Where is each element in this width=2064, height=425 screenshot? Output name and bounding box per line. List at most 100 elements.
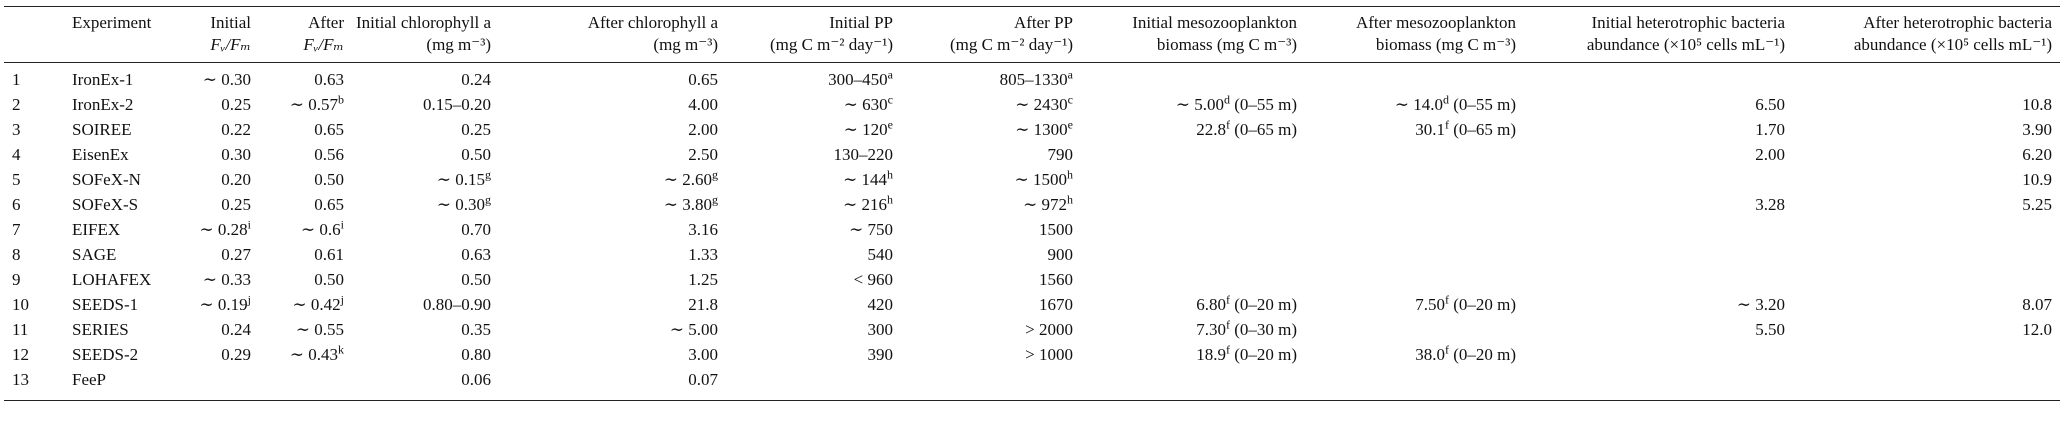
table-cell: 0.63 [461,245,491,264]
table-cell: 0.27 [221,245,251,264]
table-cell: ∼ 0.19j [194,292,259,317]
table-cell: SOFeX-N [72,170,141,189]
table-cell: ∼ 0.43k [259,342,352,367]
footnote-mark: d [1223,92,1230,107]
table-cell: 130–220 [833,145,894,164]
depth-range: (0–20 m) [1448,345,1516,364]
table-cell: 0.61 [314,245,344,264]
footnote-mark: g [485,192,491,207]
header-cell: After PP (mg C m⁻² day⁻¹) [901,7,1081,63]
table-cell: 420 [867,295,894,314]
table-cell: 0.35 [461,320,491,339]
table-cell: 0.25 [221,195,251,214]
header-cell: After heterotrophic bacteria abundance (×… [1793,7,2060,63]
table-cell: 2 [12,95,21,114]
table-cell: 1.33 [688,245,718,264]
depth-range: (0–55 m) [1448,95,1516,114]
table-cell: 3.00 [688,345,718,364]
cell-value: ∼ 2430 [1015,95,1068,114]
table-cell: 0.29 [221,345,251,364]
table-cell: 2.50 [688,145,718,164]
table-cell: 13 [12,370,29,389]
table-cell: 6.80f (0–20 m) [1081,292,1305,317]
table-cell: ∼ 144h [726,167,901,192]
table-cell: 900 [1047,245,1074,264]
table-cell [1305,167,1524,192]
header-line: (mg C m⁻² day⁻¹) [769,35,893,54]
table-cell [1793,267,2060,292]
cell-value: ∼ 0.57 [289,95,338,114]
table-cell: 7.50f (0–20 m) [1305,292,1524,317]
table-cell: 0.06 [461,370,491,389]
table-row: 13 FeeP 0.06 0.07 [4,367,2060,401]
cell-value: ∼ 144 [843,170,887,189]
table-cell: 1500 [1039,220,1073,239]
table-cell: 0.30 [221,145,251,164]
table-cell [1305,267,1524,292]
table-cell: 0.65 [314,120,344,139]
footnote-mark: j [247,292,251,307]
table-cell: > 2000 [1025,320,1073,339]
footnote-mark: c [1067,92,1073,107]
cell-value: 805–1330 [999,70,1068,89]
header-cell: After Fᵥ/Fₘ [259,7,352,63]
cell-value: ∼ 120 [843,120,888,139]
table-cell: EIFEX [72,220,121,239]
footnote-mark: k [338,342,344,357]
table-cell: 12 [12,345,29,364]
cell-value: ∼ 1300 [1015,120,1068,139]
table-cell [1793,217,2060,242]
header-cell: After chlorophyll a (mg m⁻³) [499,7,726,63]
table-cell: 0.15–0.20 [423,95,491,114]
table-cell: < 960 [853,270,893,289]
table-cell: 18.9f (0–20 m) [1081,342,1305,367]
table-cell [1524,242,1793,267]
table-row: 5 SOFeX-N 0.20 0.50 ∼ 0.15g ∼ 2.60g ∼ 144h ∼ 15… [4,167,2060,192]
footnote-mark: e [1067,117,1073,132]
cell-value: ∼ 0.43 [289,345,338,364]
header-line: Fᵥ/Fₘ [210,35,251,54]
table-cell: ∼ 3.20 [1736,295,1785,314]
table-cell [194,367,259,401]
header-line: Initial PP [829,13,893,32]
table-cell: ∼ 0.57b [259,92,352,117]
header-line: After chlorophyll a [587,13,718,32]
table-cell: 21.8 [688,295,718,314]
table-cell: ∼ 0.33 [202,270,251,289]
table-cell: 0.07 [688,370,718,389]
table-cell [1793,367,2060,401]
footnote-mark: f [1225,317,1230,332]
table-cell: 0.24 [461,70,491,89]
table-cell: 10.9 [2022,170,2052,189]
table-cell: 0.25 [461,120,491,139]
table-cell: 4.00 [688,95,718,114]
table-cell [1305,217,1524,242]
table-cell: 38.0f (0–20 m) [1305,342,1524,367]
table-cell [1524,267,1793,292]
footnote-mark: h [1067,192,1073,207]
cell-value: 6.80 [1196,295,1226,314]
table-cell: 0.70 [461,220,491,239]
table-cell: 2.00 [1755,145,1785,164]
header-line: (mg C m⁻² day⁻¹) [949,35,1073,54]
depth-range: (0–20 m) [1448,295,1516,314]
table-cell [1524,367,1793,401]
table-cell [259,367,352,401]
table-cell [1081,267,1305,292]
table-cell: 3.28 [1755,195,1785,214]
header-cell: Initial PP (mg C m⁻² day⁻¹) [726,7,901,63]
cell-value: ∼ 0.30 [436,195,485,214]
table-cell: 0.56 [314,145,344,164]
cell-value: ∼ 0.28 [199,220,248,239]
table-cell: FeeP [72,370,106,389]
footnote-mark: f [1225,342,1230,357]
table-cell: ∼ 630c [726,92,901,117]
table-cell: IronEx-2 [72,95,134,114]
table-cell: 22.8f (0–65 m) [1081,117,1305,142]
table-cell: ∼ 120e [726,117,901,142]
header-line: After PP [1013,13,1073,32]
cell-value: ∼ 14.0 [1394,95,1443,114]
table-cell: ∼ 1300e [901,117,1081,142]
cell-value: ∼ 1500 [1014,170,1068,189]
